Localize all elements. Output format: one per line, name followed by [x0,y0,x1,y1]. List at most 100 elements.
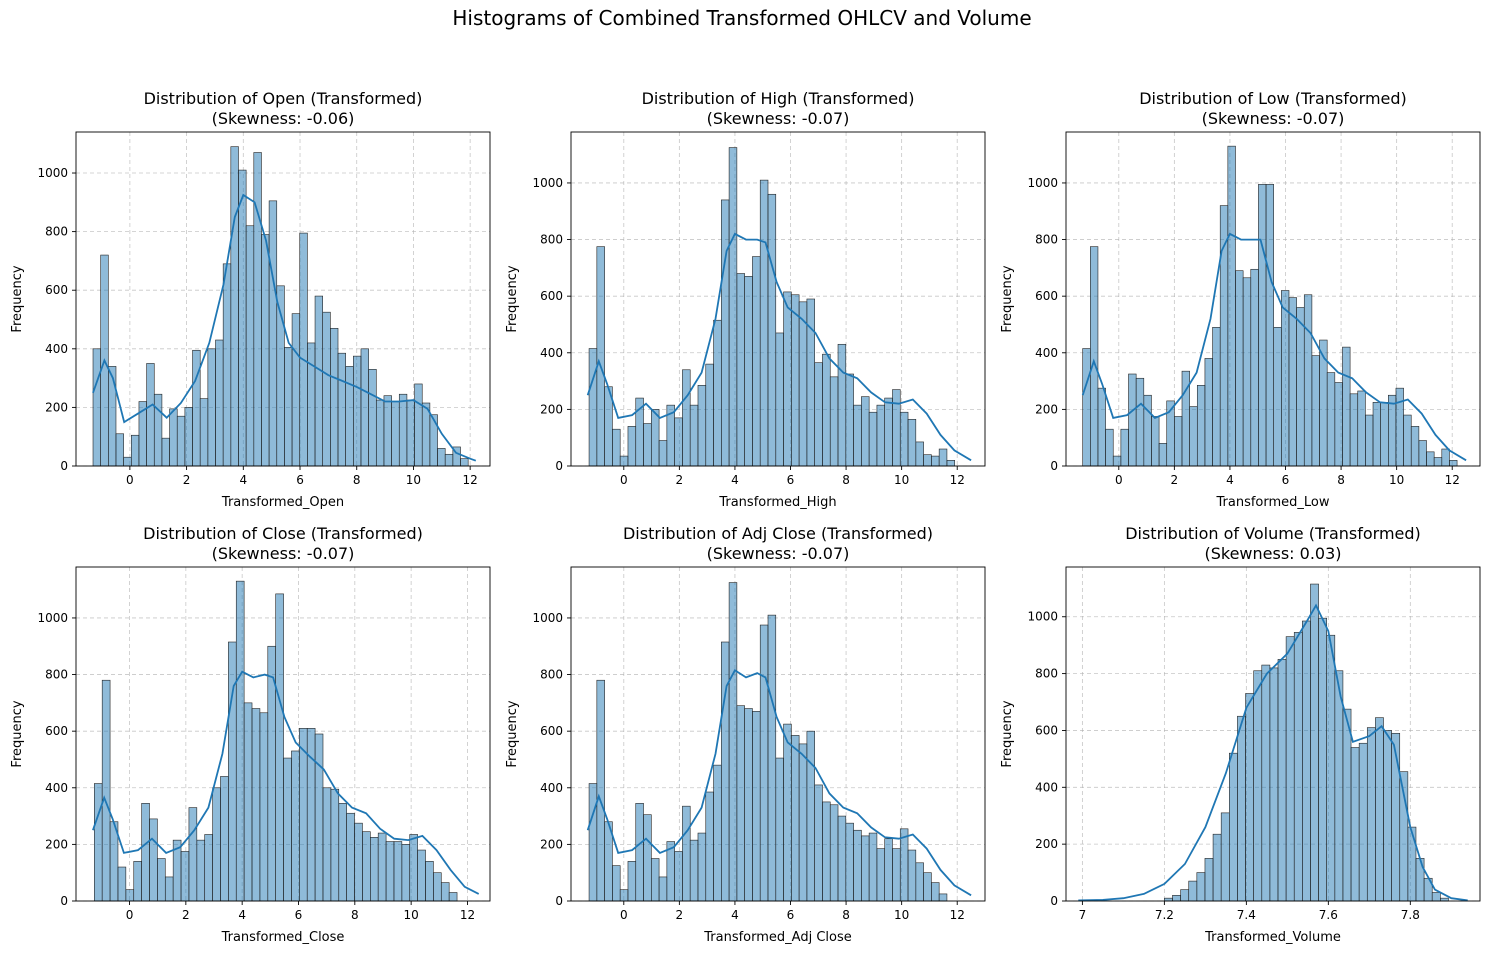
chart5-bar-11 [1253,670,1263,902]
chart0-bar-14 [199,398,209,467]
chart1-bar-8 [650,409,660,467]
chart3-bar-9 [164,876,174,902]
chart0-ytick-label-1: 200 [45,400,68,414]
chart1-bar-31 [829,376,839,467]
chart2-bar-35 [1349,393,1359,467]
chart4-bar-11 [674,851,683,902]
chart2-bar-24 [1265,184,1274,467]
chart0-bar-37 [375,399,385,467]
chart1-bar-1 [596,246,605,467]
chart4-bar-28 [806,730,815,902]
chart2-bar-38 [1372,402,1381,467]
chart4-xtick-label-5: 10 [894,908,909,922]
chart2-title: Distribution of Low (Transformed) [1139,89,1407,108]
chart2-bar-16 [1204,358,1213,467]
chart4-bar-21 [752,711,761,902]
chart4-ytick-label-3: 600 [540,724,563,738]
chart0-bar-32 [337,352,346,467]
chart0-xtick-label-5: 10 [406,473,421,487]
chart4-bar-5 [627,861,637,902]
chart5-bar-15 [1285,636,1295,902]
chart4-subtitle: (Skewness: -0.07) [707,544,850,563]
chart5-subtitle: (Skewness: 0.03) [1204,544,1341,563]
chart2-bar-10 [1158,443,1168,467]
chart4-ytick-label-4: 800 [540,668,563,682]
chart1-bar-11 [674,417,683,467]
chart1-bar-7 [643,423,652,467]
chart0-bar-36 [368,369,377,467]
chart3-ytick-label-5: 1000 [37,611,68,625]
chart1-bar-42 [915,441,924,467]
chart3-bar-40 [409,834,418,902]
chart1-ytick-label-0: 0 [555,459,563,473]
chart1-ylabel: Frequency [505,265,520,332]
chart4-bar-45 [938,893,948,902]
chart2-bar-26 [1281,290,1290,467]
chart4-xtick-label-3: 6 [787,908,795,922]
chart2-bar-27 [1288,297,1297,467]
chart5-bar-18 [1310,583,1319,902]
chart2-bar-40 [1388,394,1397,467]
chart0-bar-4 [123,456,132,467]
chart3-bar-24 [283,757,292,902]
chart2-bar-48 [1449,460,1458,467]
chart4-bar-17 [721,641,730,902]
chart2-bar-22 [1250,268,1259,467]
chart4-bar-36 [868,832,878,902]
chart1-bar-17 [721,199,730,467]
chart5-bar-8 [1229,752,1238,902]
chart0-bar-23 [268,200,278,467]
chart4-bar-33 [845,822,854,902]
chart2-bar-34 [1342,346,1351,467]
chart1-ytick-label-2: 400 [540,346,563,360]
chart3-bar-28 [314,733,324,902]
chart4-xtick-label-4: 8 [842,908,850,922]
chart1-bar-37 [876,404,885,467]
chart2-bar-44 [1418,440,1427,467]
chart5-bar-24 [1358,742,1368,902]
chart2-bar-1 [1090,246,1099,467]
chart4-ytick-label-1: 200 [540,837,563,851]
chart4-xlabel: Transformed_Adj Close [703,930,852,945]
chart3-bar-29 [322,787,332,902]
chart0-xtick-label-6: 12 [463,473,478,487]
chart0-subtitle: (Skewness: -0.06) [212,109,355,128]
chart0-bar-7 [146,363,155,467]
chart3-xtick-label-4: 8 [351,908,359,922]
chart1-xtick-label-3: 6 [787,473,795,487]
chart1-bar-25 [783,291,792,467]
chart1-ytick-label-5: 1000 [532,176,563,190]
chart2-bar-23 [1258,184,1267,467]
chart3-xtick-label-1: 2 [182,908,190,922]
chart0-bar-9 [161,437,170,467]
chart3-bar-5 [133,861,142,902]
chart3-bar-20 [251,708,261,902]
chart2-ylabel: Frequency [1000,265,1015,332]
chart4-bar-42 [915,862,924,902]
chart0-bar-26 [291,313,301,467]
chart2-bar-30 [1311,355,1320,467]
chart5-ylabel: Frequency [1000,700,1015,767]
chart5-bar-22 [1342,708,1352,902]
chart4-bar-29 [814,784,823,902]
chart2-bar-2 [1097,387,1106,467]
chart2-axes-frame [1065,131,1481,467]
chart3-bar-35 [370,837,379,902]
chart1-bar-40 [899,411,909,467]
chart1-bar-18 [728,147,738,467]
chart1-bar-20 [744,276,753,467]
chart0-xtick-label-1: 2 [183,473,191,487]
chart3-xtick-label-6: 12 [460,908,475,922]
chart1-bar-36 [868,411,878,467]
chart4-bar-22 [759,624,769,902]
chart0-bar-3 [115,433,124,467]
chart3-bar-13 [196,839,206,902]
chart1-ytick-label-1: 200 [540,402,563,416]
chart5-title: Distribution of Volume (Transformed) [1125,524,1421,543]
chart5-xtick-label-4: 7.8 [1401,908,1420,922]
chart1-bar-9 [658,440,668,467]
chart2-bar-3 [1105,428,1114,467]
chart4-bar-19 [736,705,745,902]
chart2-ytick-label-1: 200 [1035,402,1058,416]
chart4-kde-line [586,669,972,897]
